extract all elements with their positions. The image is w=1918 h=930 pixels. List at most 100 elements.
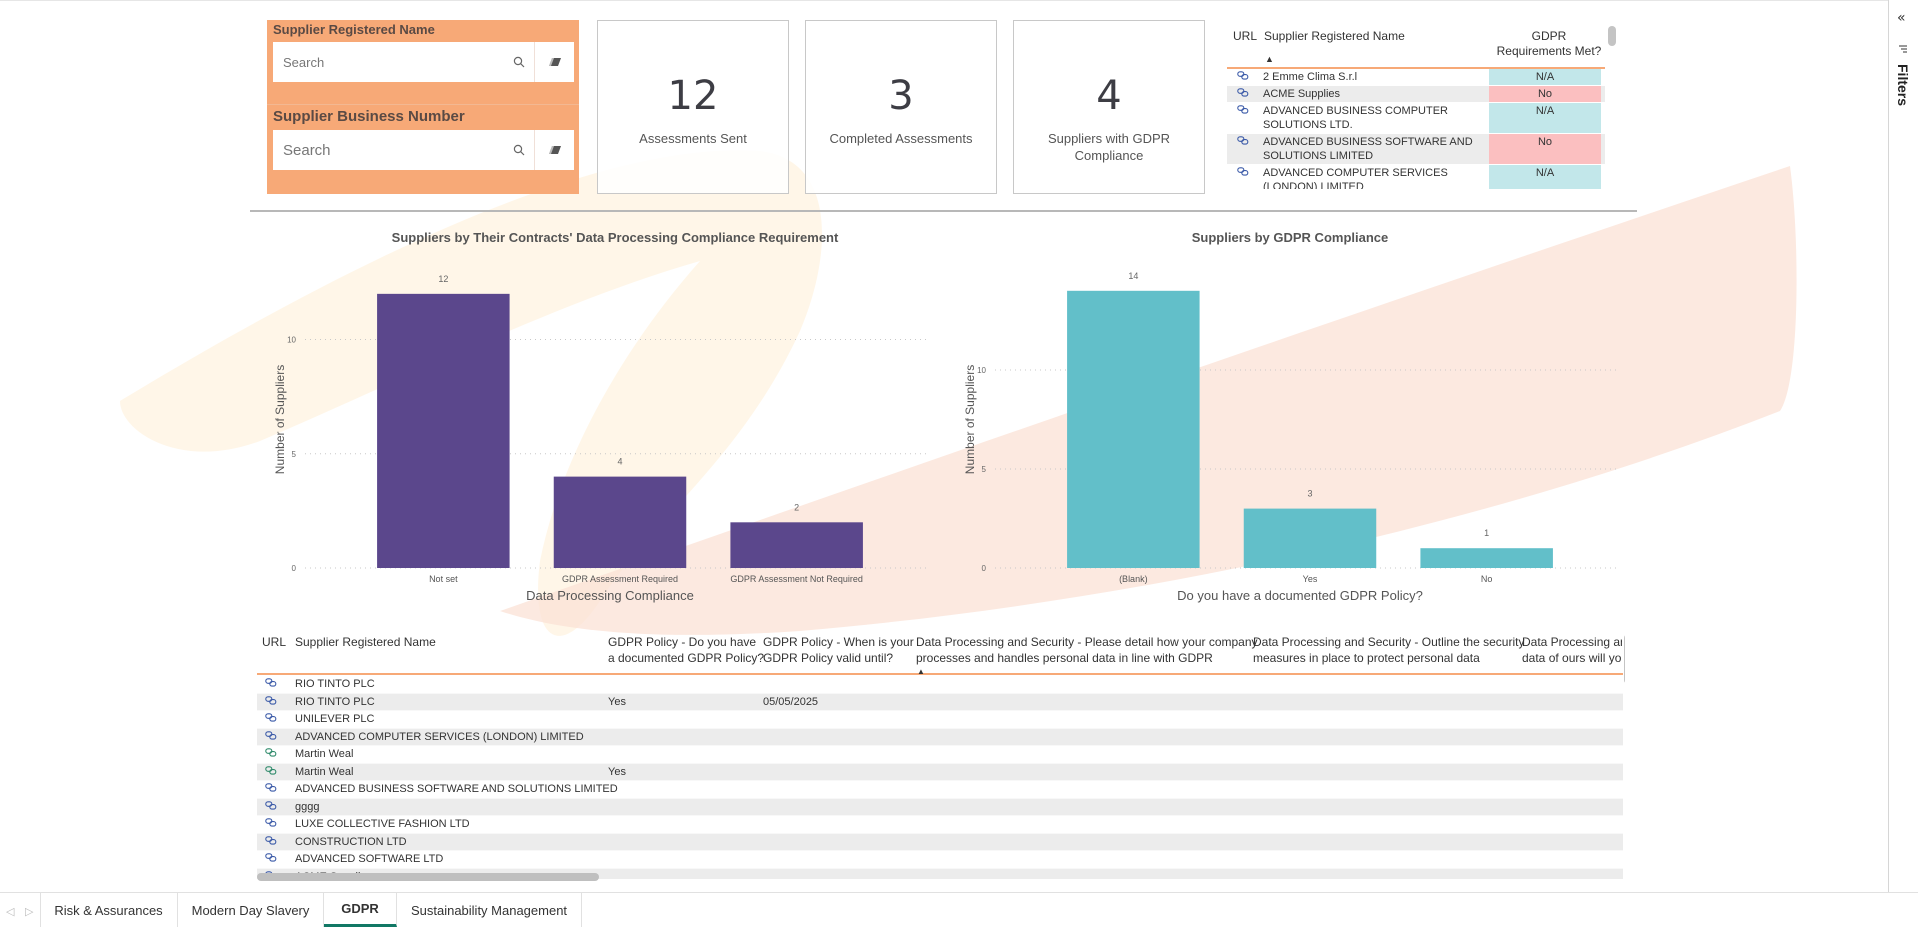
link-icon[interactable] [265, 748, 277, 760]
tab-risk-assurances[interactable]: Risk & Assurances [40, 893, 178, 927]
column-header-url[interactable]: URL [1233, 29, 1258, 43]
table-row[interactable]: ADVANCED COMPUTER SERVICES (LONDON) LIMI… [257, 728, 1623, 746]
link-icon[interactable] [1227, 103, 1259, 133]
previous-page-icon[interactable]: ◁ [6, 906, 15, 918]
table-row[interactable]: CONSTRUCTION LTD [257, 833, 1623, 851]
data-label: 1 [1484, 528, 1489, 538]
search-icon[interactable] [504, 130, 534, 170]
x-tick-label: GDPR Assessment Required [562, 574, 678, 584]
column-header-gdpr-policy-line1[interactable]: GDPR Policy - Do you have [608, 635, 757, 649]
collapse-chevron-icon[interactable]: « [1897, 10, 1906, 26]
column-header-data-processing-more-line1[interactable]: Data Processing and [1522, 635, 1622, 649]
link-icon[interactable] [265, 713, 277, 725]
table-row[interactable]: Martin Weal Yes [257, 763, 1623, 781]
table-row[interactable]: RIO TINTO PLC [257, 676, 1623, 694]
supplier-name-cell: CONSTRUCTION LTD [295, 835, 407, 848]
horizontal-scrollbar[interactable] [257, 873, 599, 881]
table-row[interactable]: 2 Emme Clima S.r.l N/A [1227, 69, 1605, 86]
business-number-search-input[interactable] [273, 130, 504, 170]
column-header-security-measures-line2: measures in place to protect personal da… [1253, 651, 1480, 665]
table-row[interactable]: RIO TINTO PLC Yes 05/05/2025 [257, 693, 1623, 711]
tab-sustainability-management[interactable]: Sustainability Management [397, 893, 582, 927]
next-page-icon[interactable]: ▷ [25, 906, 34, 918]
supplier-name-cell: ADVANCED SOFTWARE LTD [295, 853, 444, 865]
table-row[interactable]: Martin Weal [257, 746, 1623, 764]
link-icon[interactable] [1227, 134, 1259, 164]
column-header-url[interactable]: URL [262, 635, 287, 649]
table-row[interactable]: ADVANCED BUSINESS SOFTWARE AND SOLUTIONS… [257, 781, 1623, 799]
clear-eraser-icon[interactable] [534, 42, 574, 82]
table-row[interactable]: ACME Supplies No [1227, 86, 1605, 103]
vertical-scrollbar[interactable] [1624, 634, 1625, 684]
kpi-card-gdpr-compliance[interactable]: 4 Suppliers with GDPR Compliance [1013, 20, 1205, 194]
kpi-label: Assessments Sent [639, 131, 747, 146]
data-label: 3 [1307, 489, 1312, 499]
column-header-data-processing-more-line2: data of ours will you [1522, 651, 1622, 665]
link-icon[interactable] [265, 695, 277, 708]
link-icon[interactable] [265, 818, 277, 830]
chart-title: Suppliers by GDPR Compliance [1191, 230, 1389, 245]
tab-gdpr[interactable]: GDPR [324, 893, 397, 927]
link-icon[interactable] [265, 730, 277, 743]
table-row[interactable]: gggg [257, 798, 1623, 816]
filter-funnel-icon [1898, 44, 1908, 57]
supplier-name-search [273, 42, 574, 82]
gdpr-detail-table: URL Supplier Registered Name GDPR Policy… [257, 631, 1625, 879]
supplier-name-cell: UNILEVER PLC [295, 713, 375, 725]
supplier-name-cell: LUXE COLLECTIVE FASHION LTD [295, 818, 470, 830]
column-header-supplier-name[interactable]: Supplier Registered Name [1264, 29, 1405, 43]
y-axis-title: Number of Suppliers [963, 365, 977, 474]
sort-ascending-icon[interactable]: ▲ [917, 667, 925, 676]
bar-gdpr-assessment-required [553, 476, 687, 568]
supplier-name-search-input[interactable] [273, 42, 504, 82]
link-icon[interactable] [265, 783, 277, 795]
column-header-gdpr-line1[interactable]: GDPR [1531, 29, 1567, 43]
table-row[interactable]: ADVANCED BUSINESS COMPUTER SOLUTIONS LTD… [1227, 103, 1605, 134]
section-divider [250, 210, 1637, 212]
table-row[interactable]: ADVANCED COMPUTER SERVICES (LONDON) LIMI… [1227, 165, 1605, 189]
column-header-data-processing-line1[interactable]: Data Processing and Security - Please de… [916, 635, 1258, 649]
data-label: 4 [617, 457, 622, 467]
column-header-supplier-name[interactable]: Supplier Registered Name [295, 635, 436, 649]
link-icon[interactable] [1227, 69, 1259, 85]
bar-no [1420, 548, 1553, 568]
supplier-name-cell: Martin Weal [295, 748, 354, 760]
chart-title: Suppliers by Their Contracts' Data Proce… [391, 230, 839, 245]
link-icon[interactable] [265, 678, 277, 690]
search-icon[interactable] [504, 42, 534, 82]
column-header-valid-until-line2: GDPR Policy valid until? [763, 651, 894, 665]
x-axis-title: Do you have a documented GDPR Policy? [1177, 588, 1423, 603]
kpi-card-completed-assessments[interactable]: 3 Completed Assessments [805, 20, 997, 194]
x-tick-label: Not set [429, 574, 458, 584]
y-tick-label: 0 [982, 564, 987, 573]
table-row[interactable]: UNILEVER PLC [257, 711, 1623, 729]
filters-pane-label[interactable]: Filters [1895, 64, 1911, 107]
kpi-label: Suppliers with GDPR Compliance [1047, 131, 1171, 163]
gdpr-met-cell: N/A [1489, 165, 1601, 189]
kpi-label: Completed Assessments [829, 131, 973, 146]
sort-ascending-icon[interactable]: ▲ [1265, 54, 1274, 64]
column-header-gdpr-line2[interactable]: Requirements Met? [1496, 44, 1602, 58]
kpi-value: 3 [888, 73, 914, 119]
link-icon[interactable] [265, 765, 277, 778]
link-icon[interactable] [1227, 165, 1259, 189]
gdpr-met-cell: N/A [1489, 69, 1601, 85]
tab-modern-day-slavery[interactable]: Modern Day Slavery [178, 893, 324, 927]
table-row[interactable]: ADVANCED BUSINESS SOFTWARE AND SOLUTIONS… [1227, 134, 1605, 165]
table-row[interactable]: LUXE COLLECTIVE FASHION LTD [257, 816, 1623, 834]
column-header-valid-until-line1[interactable]: GDPR Policy - When is your [763, 635, 914, 649]
supplier-name-cell: ADVANCED BUSINESS COMPUTER SOLUTIONS LTD… [1263, 105, 1448, 131]
filter-panel: Supplier Registered Name Supplier Busine… [267, 20, 579, 194]
table-row[interactable]: ADVANCED SOFTWARE LTD [257, 851, 1623, 869]
link-icon[interactable] [1227, 86, 1259, 102]
link-icon[interactable] [265, 835, 277, 848]
bar-chart-data-processing: 0 5 10 12 Not set 4 GDPR Assessment Required 2 G… [273, 274, 930, 603]
filter-label-business-number: Supplier Business Number [273, 108, 465, 125]
clear-eraser-icon[interactable] [534, 130, 574, 170]
link-icon[interactable] [265, 800, 277, 813]
column-header-security-measures-line1[interactable]: Data Processing and Security - Outline t… [1253, 635, 1525, 649]
vertical-scrollbar[interactable] [1608, 26, 1616, 46]
page-tab-bar: ◁ ▷ Risk & Assurances Modern Day Slavery… [0, 892, 1918, 930]
kpi-card-assessments-sent[interactable]: 12 Assessments Sent [597, 20, 789, 194]
link-icon[interactable] [265, 853, 277, 865]
